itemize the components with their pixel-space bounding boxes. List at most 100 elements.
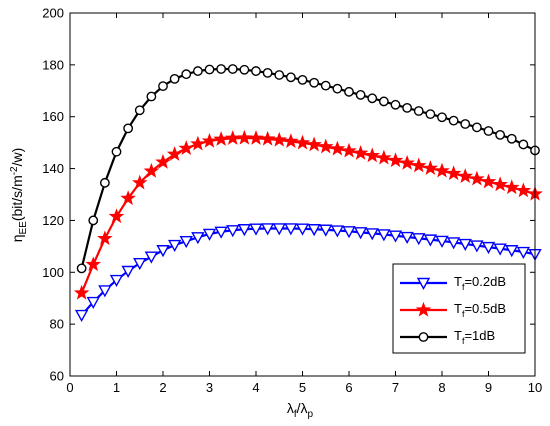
- series-1-point: [144, 251, 159, 264]
- series-1-point: [446, 237, 461, 250]
- series-3-point: [355, 90, 366, 100]
- x-tick-label-1: 1: [113, 380, 120, 395]
- axes-layer: 0 1 2 3 4 5 6 7 8 9 10 60 80 100 120 140 160 180 200: [42, 6, 542, 396]
- series-1-point: [272, 223, 286, 236]
- x-tick-label-7: 7: [392, 380, 399, 395]
- series-2-point: [108, 208, 125, 224]
- series-3-line: [80, 67, 536, 269]
- series-3-point: [216, 64, 227, 74]
- series-2-point: [120, 190, 136, 205]
- series-3-point: [123, 123, 134, 134]
- series-1-point: [167, 239, 182, 253]
- series-1-point: [237, 224, 252, 237]
- y-tick-label-1: 80: [50, 317, 64, 332]
- series-2-point: [457, 168, 474, 183]
- series-2-point: [155, 153, 171, 169]
- series-3-point: [471, 122, 482, 133]
- series-2-point: [422, 160, 439, 175]
- y-tick-label-0: 60: [50, 369, 64, 384]
- series-3-point: [169, 73, 180, 84]
- series-2-point: [190, 135, 206, 151]
- y-tick-label-2: 100: [42, 265, 64, 280]
- series-1-point: [353, 227, 368, 240]
- series-1-point: [493, 243, 507, 256]
- series-3-point: [460, 119, 471, 129]
- series-1-point: [156, 245, 170, 258]
- series-1-point: [98, 285, 112, 298]
- series-3-point: [448, 115, 459, 126]
- legend-entry-label-3: Tf=1dB: [454, 328, 495, 346]
- series-3-point: [367, 93, 378, 104]
- series-2-point: [131, 174, 148, 190]
- series-1-point: [516, 246, 531, 260]
- series-2-point: [329, 140, 346, 156]
- series-3-point: [378, 96, 389, 107]
- legend: Tf=0.2dB Tf=0.5dB Tf=1dB: [392, 263, 526, 354]
- series-3-point: [251, 66, 261, 76]
- series-3-point: [437, 112, 447, 123]
- series-3-point: [344, 86, 354, 97]
- series-2-point: [271, 131, 288, 147]
- series-3-point: [483, 126, 494, 136]
- x-tick-label-8: 8: [438, 380, 445, 395]
- legend-marker-1: [416, 277, 431, 290]
- y-tick-label-3: 120: [42, 213, 64, 228]
- series-2-point: [492, 176, 508, 192]
- series-1-point: [458, 238, 472, 251]
- series-1-point: [260, 223, 275, 236]
- series-3-point: [111, 146, 122, 157]
- series-2-point: [166, 146, 183, 161]
- series-3-point: [262, 67, 273, 78]
- x-tick-label-5: 5: [299, 380, 306, 395]
- series-3-point: [506, 133, 517, 144]
- series-1-point: [121, 265, 135, 278]
- series-1-point: [214, 226, 228, 239]
- series-1-point: [342, 226, 356, 239]
- series-1-point: [284, 223, 298, 236]
- series-3-point: [309, 77, 320, 88]
- series-1-point: [470, 240, 484, 253]
- series-3: [76, 64, 540, 274]
- series-2-point: [376, 149, 392, 165]
- series-2-point: [178, 140, 195, 155]
- series-3-point: [227, 64, 238, 74]
- series-1-point: [377, 229, 391, 242]
- series-3-point: [88, 215, 99, 226]
- series-3-point: [99, 177, 110, 188]
- series-2-point: [503, 179, 520, 195]
- series-3-point: [192, 66, 203, 76]
- series-3-point: [158, 81, 168, 92]
- series-2-point: [364, 147, 381, 163]
- series-1-point: [481, 241, 496, 255]
- series-3-point: [76, 263, 87, 274]
- legend-marks: [400, 277, 447, 342]
- series-1-line: [80, 227, 536, 316]
- series-2-point: [248, 130, 264, 145]
- series-3-point: [146, 91, 157, 102]
- series-3-point: [320, 80, 331, 91]
- series-3-point: [425, 109, 436, 120]
- series-2-point: [306, 136, 322, 152]
- series-1-point: [365, 228, 379, 241]
- series-2-point: [73, 284, 90, 300]
- series-2-point: [399, 154, 415, 170]
- series-1-point: [249, 223, 263, 236]
- series-3-point: [285, 72, 296, 83]
- series-2-point: [445, 165, 462, 181]
- series-1-point: [435, 235, 449, 248]
- series-2-point: [410, 157, 427, 173]
- x-tick-label-4: 4: [252, 380, 259, 395]
- series-2-point: [294, 134, 311, 150]
- series-3-point: [134, 105, 145, 116]
- series-3-point: [495, 129, 506, 140]
- series-3-point: [239, 64, 250, 75]
- series-3-point: [402, 102, 413, 113]
- series-1-point: [179, 235, 193, 249]
- x-tick-label-6: 6: [345, 380, 352, 395]
- series-3-point: [413, 106, 424, 116]
- series-1-point: [133, 258, 147, 271]
- series-2-point: [317, 138, 334, 154]
- series-3-point: [518, 139, 529, 150]
- x-tick-label-2: 2: [159, 380, 166, 395]
- x-axis-label: λf/λp: [287, 400, 314, 420]
